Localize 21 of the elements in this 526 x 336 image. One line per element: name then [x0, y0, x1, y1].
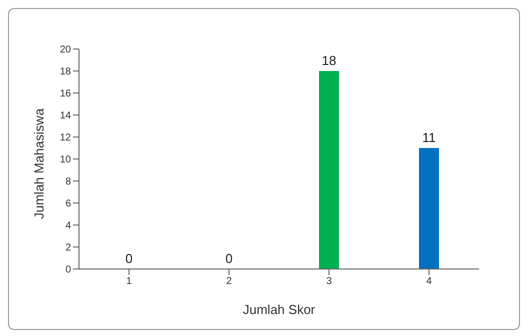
data-label: 18 [322, 53, 336, 68]
y-tick-label: 18 [60, 66, 72, 78]
x-tick-label: 3 [326, 276, 332, 288]
y-tick-label: 4 [65, 220, 72, 232]
y-tick-label: 12 [60, 132, 72, 144]
y-tick-label: 14 [60, 110, 72, 122]
data-label: 11 [422, 130, 436, 145]
data-label: 0 [225, 251, 233, 266]
y-tick-label: 10 [60, 154, 72, 166]
x-tick-label: 4 [426, 276, 432, 288]
x-tick-label: 2 [226, 276, 232, 288]
y-tick-label: 16 [60, 88, 72, 100]
x-tick-label: 1 [126, 276, 132, 288]
y-tick-label: 8 [65, 176, 72, 188]
y-tick-label: 6 [65, 198, 72, 210]
y-tick-label: 2 [65, 242, 72, 254]
y-tick-label: 20 [60, 44, 72, 56]
data-label: 0 [125, 251, 133, 266]
y-axis-title: Jumlah Mahasiswa [32, 108, 47, 219]
y-tick-label: 0 [65, 264, 72, 276]
x-axis-title: Jumlah Skor [242, 302, 316, 317]
